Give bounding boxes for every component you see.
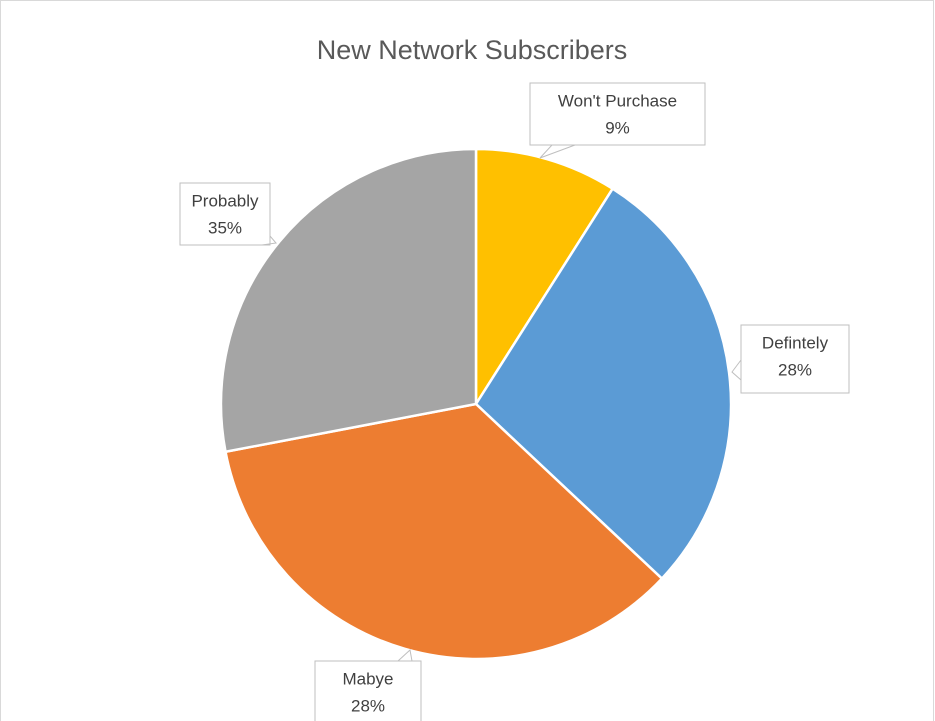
pie-slice: [224, 402, 664, 661]
data-label-category: Probably: [191, 191, 259, 210]
callout-box: [179, 182, 277, 246]
data-label-value: 35%: [208, 218, 242, 237]
pie-slice: [474, 147, 615, 409]
data-label-category: Mabye: [342, 669, 393, 688]
callout-box: [314, 649, 422, 721]
callout-box: [529, 82, 706, 159]
data-label-category: Won't Purchase: [558, 91, 677, 110]
chart-title: New Network Subscribers: [317, 35, 628, 65]
data-label-value: 9%: [605, 118, 630, 137]
callout-box: [731, 324, 850, 394]
pie-slice: [474, 186, 733, 581]
data-label-value: 28%: [351, 696, 385, 715]
data-label-category: Defintely: [762, 333, 829, 352]
data-label-value: 28%: [778, 360, 812, 379]
pie-slice: [219, 147, 478, 454]
